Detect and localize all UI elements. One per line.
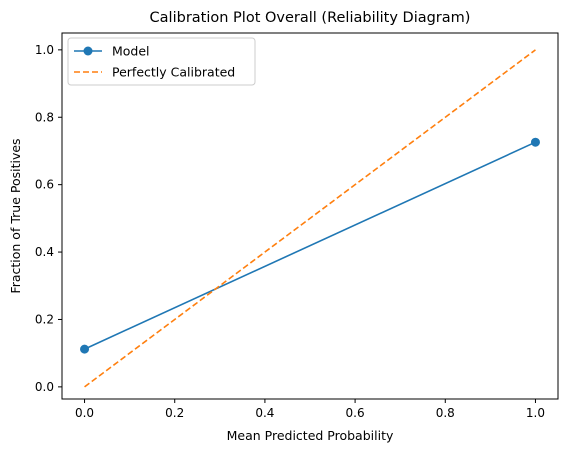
- axes-frame: [61, 32, 559, 400]
- y-axis-label: Fraction of True Positives: [8, 138, 23, 293]
- x-tick-label: 0.2: [165, 406, 184, 420]
- series-line-model: [84, 141, 536, 350]
- legend-box: [67, 37, 256, 86]
- y-tick-label: 0.2: [35, 312, 54, 326]
- x-tick-label: 1.0: [526, 406, 545, 420]
- legend-marker: [83, 46, 93, 56]
- y-tick-label: 1.0: [35, 43, 54, 57]
- legend: Model Perfectly Calibrated: [67, 37, 256, 86]
- series-line-perfectly-calibrated: [84, 49, 536, 388]
- plot-area: [61, 32, 559, 400]
- y-tick-label: 0.6: [35, 178, 54, 192]
- y-tick-label: 0.4: [35, 245, 54, 259]
- y-tick-label: 0.0: [35, 380, 54, 394]
- legend-label: Perfectly Calibrated: [112, 65, 235, 80]
- legend-label: Model: [112, 44, 150, 59]
- x-tick-label: 0.0: [75, 406, 94, 420]
- chart-title: Calibration Plot Overall (Reliability Di…: [150, 10, 471, 26]
- x-tick-label: 0.4: [255, 406, 274, 420]
- x-axis-ticks: 0.0 0.2 0.4 0.6 0.8 1.0: [75, 399, 545, 420]
- y-axis-ticks: 0.0 0.2 0.4 0.6 0.8 1.0: [35, 43, 62, 394]
- x-tick-label: 0.8: [436, 406, 455, 420]
- data-point: [530, 137, 540, 147]
- data-point: [80, 344, 90, 354]
- series-layer: [80, 49, 540, 388]
- x-tick-label: 0.6: [346, 406, 365, 420]
- x-axis-label: Mean Predicted Probability: [227, 428, 394, 443]
- y-tick-label: 0.8: [35, 110, 54, 124]
